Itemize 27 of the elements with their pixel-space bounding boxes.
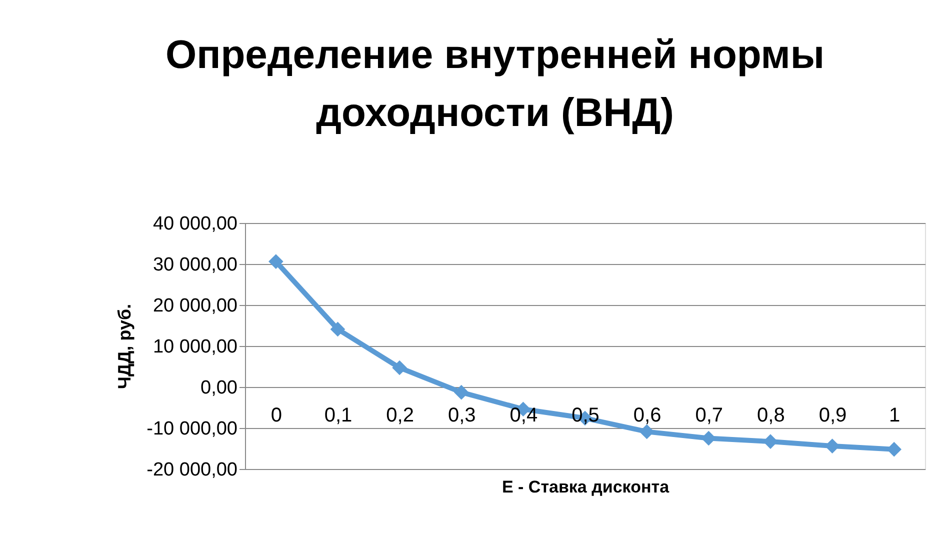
point [639,424,654,440]
x-tick-label: 0,1 [324,404,352,426]
y-tick-label: -20 000,00 [146,460,238,480]
chart-title: Определение внутренней нормы доходности (ВНД) [165,33,825,135]
y-tick-label: 10 000,00 [152,336,238,358]
x-tick-label: 0,9 [818,404,847,426]
y-tick-label: 30 000,00 [152,254,238,276]
x-tick-label: 0 [270,404,282,426]
y-tick-label: -10 000,00 [146,418,238,440]
x-tick-label: 0,6 [633,404,662,426]
y-tick-label: 20 000,00 [152,296,238,316]
x-axis-title: E - Ставка дисконта [502,478,670,496]
y-axis-title: ЧДД, руб. [114,304,135,390]
x-tick-label: 0,7 [695,404,724,426]
x-tick-label: 0,2 [386,404,414,426]
point [330,322,346,337]
x-tick-label: 0,3 [448,404,476,426]
point [392,360,407,376]
point [763,434,778,449]
point [824,438,840,454]
y-tick-label: 40 000,00 [152,214,238,234]
point [886,442,902,457]
x-tick-label: 0,8 [757,404,785,426]
point [268,254,284,269]
x-tick-label: 1 [889,404,900,426]
y-tick-label: 0,00 [200,378,238,398]
point [454,384,469,400]
